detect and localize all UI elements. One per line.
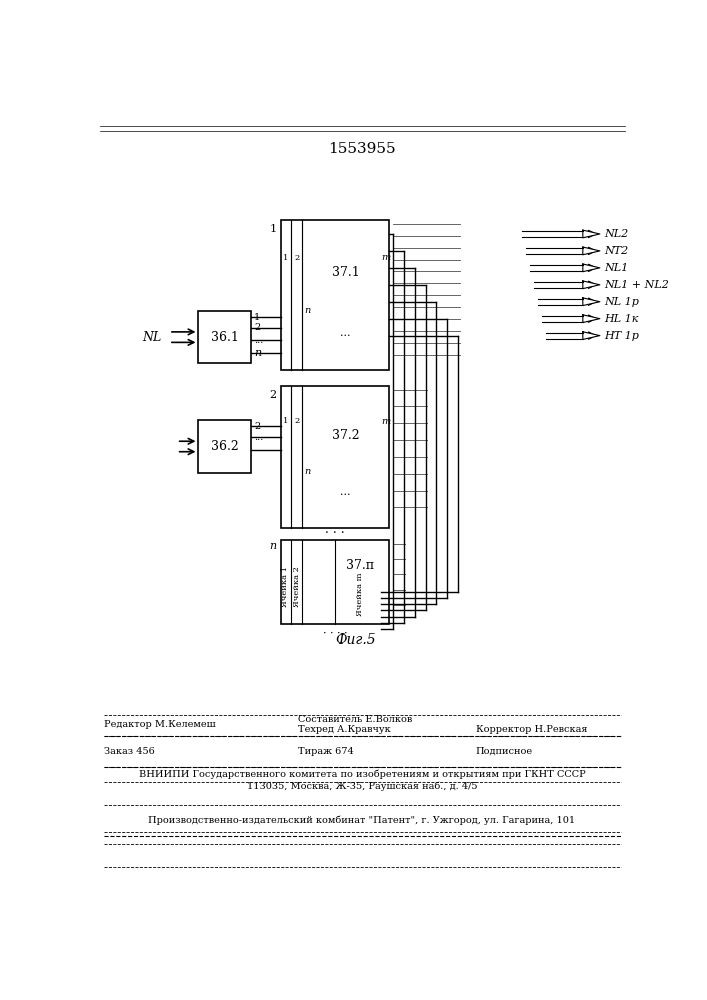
Text: 37.п: 37.п [346,559,374,572]
Polygon shape [583,315,600,323]
Text: NL1: NL1 [604,263,628,273]
Polygon shape [583,281,600,289]
Bar [281,540,389,624]
Text: n: n [305,467,311,476]
Text: ...: ... [341,487,351,497]
Polygon shape [546,333,583,339]
Polygon shape [534,282,583,288]
Bar [281,220,389,370]
Text: Заказ 456: Заказ 456 [104,747,155,756]
Text: 1: 1 [255,313,260,322]
Text: · · · ·: · · · · [322,629,347,639]
Text: 37.2: 37.2 [332,429,359,442]
Text: Составитель Е.Волков: Составитель Е.Волков [298,715,412,724]
Text: 2: 2 [255,323,260,332]
Text: Тираж 674: Тираж 674 [298,747,354,756]
Text: Редактор М.Келемеш: Редактор М.Келемеш [104,720,216,729]
Text: m: m [381,417,390,426]
Polygon shape [538,299,583,305]
Polygon shape [583,332,600,339]
Text: m: m [381,253,390,262]
Text: Техред А.Кравчук: Техред А.Кравчук [298,725,390,734]
Polygon shape [522,231,583,237]
Polygon shape [583,264,600,272]
Text: NL: NL [142,331,161,344]
Polygon shape [583,230,600,238]
Text: HT 1р: HT 1р [604,331,638,341]
Text: NL2: NL2 [604,229,628,239]
Text: 1: 1 [284,417,288,425]
Text: ...: ... [341,328,351,338]
Text: n: n [305,306,311,315]
Text: 1: 1 [284,254,288,262]
Polygon shape [583,247,600,255]
Text: ...: ... [255,336,264,345]
Polygon shape [526,248,583,254]
Text: Ячейка 1: Ячейка 1 [281,566,289,607]
Text: HL 1к: HL 1к [604,314,638,324]
Text: 1: 1 [269,224,276,234]
Text: Ячейка m: Ячейка m [356,573,364,616]
Text: ...: ... [255,433,264,442]
Bar [199,420,251,473]
Text: 36.2: 36.2 [211,440,239,453]
Polygon shape [583,298,600,306]
Text: Фиг.5: Фиг.5 [335,633,376,647]
Text: NL 1р: NL 1р [604,297,638,307]
Text: NL1 + NL2: NL1 + NL2 [604,280,669,290]
Text: · · ·: · · · [325,527,344,540]
Text: Ячейка 2: Ячейка 2 [293,566,301,607]
Text: ВНИИПИ Государственного комитета по изобретениям и открытиям при ГКНТ СССР: ВНИИПИ Государственного комитета по изоб… [139,770,585,779]
Text: NT2: NT2 [604,246,628,256]
Text: 37.1: 37.1 [332,266,360,279]
Polygon shape [542,316,583,322]
Text: 113035, Москва, Ж-35, Раушская наб., д. 4/5: 113035, Москва, Ж-35, Раушская наб., д. … [247,781,477,791]
Text: 36.1: 36.1 [211,331,239,344]
Text: Производственно-издательский комбинат "Патент", г. Ужгород, ул. Гагарина, 101: Производственно-издательский комбинат "П… [148,816,575,825]
Text: 2: 2 [294,254,300,262]
Text: 2: 2 [255,422,260,431]
Polygon shape [530,265,583,271]
Text: Подписное: Подписное [476,747,533,756]
Text: 2: 2 [294,417,300,425]
Text: Корректор Н.Ревская: Корректор Н.Ревская [476,725,588,734]
Bar [281,386,389,528]
Text: n: n [255,348,262,358]
Text: 2: 2 [269,390,276,400]
Bar [199,311,251,363]
Text: n: n [269,541,276,551]
Text: 1553955: 1553955 [328,142,396,156]
